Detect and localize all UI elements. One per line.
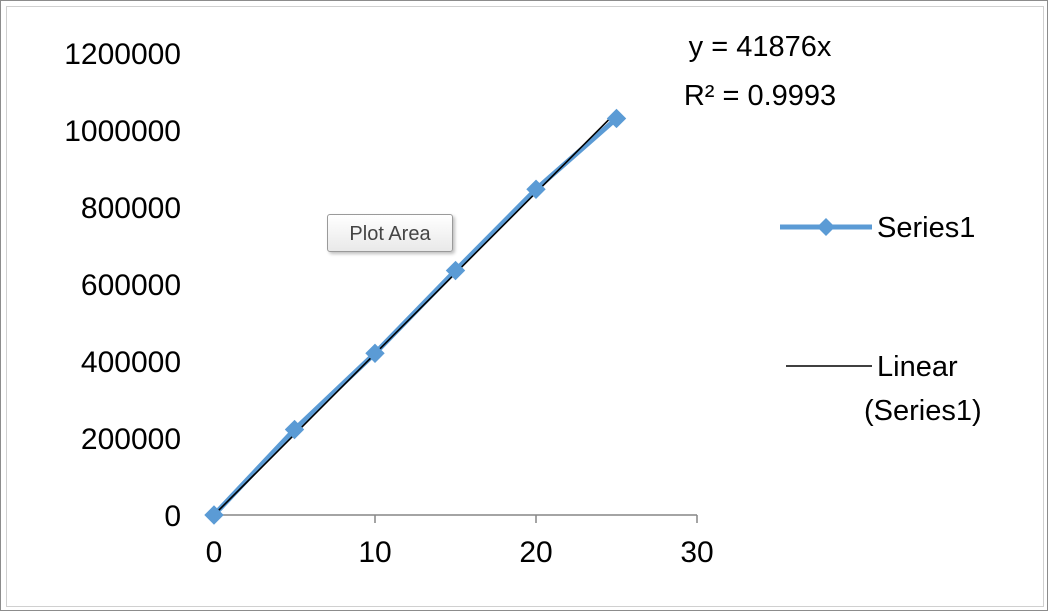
x-tick-label: 0 (206, 536, 223, 569)
series1-point[interactable] (445, 260, 466, 281)
chart-area-border (6, 6, 1044, 607)
series1-point[interactable] (365, 343, 385, 364)
legend-series1-label[interactable]: Series1 (877, 212, 975, 244)
series1-point[interactable] (526, 179, 546, 199)
trendline-r-squared: R² = 0.9993 (684, 80, 836, 112)
series1-point[interactable] (204, 505, 224, 525)
linear-trendline (213, 111, 618, 516)
series1-point[interactable] (284, 419, 305, 440)
y-tick-label: 600000 (81, 269, 181, 302)
trendline-equation: y = 41876x (689, 31, 832, 63)
y-tick-label: 1200000 (64, 38, 181, 71)
y-tick-label: 800000 (81, 192, 181, 225)
series1-point[interactable] (606, 108, 627, 129)
legend-trendline-label-2[interactable]: (Series1) (864, 395, 982, 427)
y-tick-label: 200000 (81, 423, 181, 456)
y-tick-label: 0 (164, 500, 181, 533)
y-tick-label: 1000000 (64, 115, 181, 148)
x-tick-label: 20 (519, 536, 552, 569)
legend-series1-marker (817, 218, 835, 236)
plot-area-tooltip: Plot Area (327, 214, 453, 252)
x-tick-label: 10 (358, 536, 391, 569)
series1-line (212, 116, 619, 517)
legend-trendline-label[interactable]: Linear (877, 351, 958, 383)
x-tick-label: 30 (680, 536, 713, 569)
y-tick-label: 400000 (81, 346, 181, 379)
